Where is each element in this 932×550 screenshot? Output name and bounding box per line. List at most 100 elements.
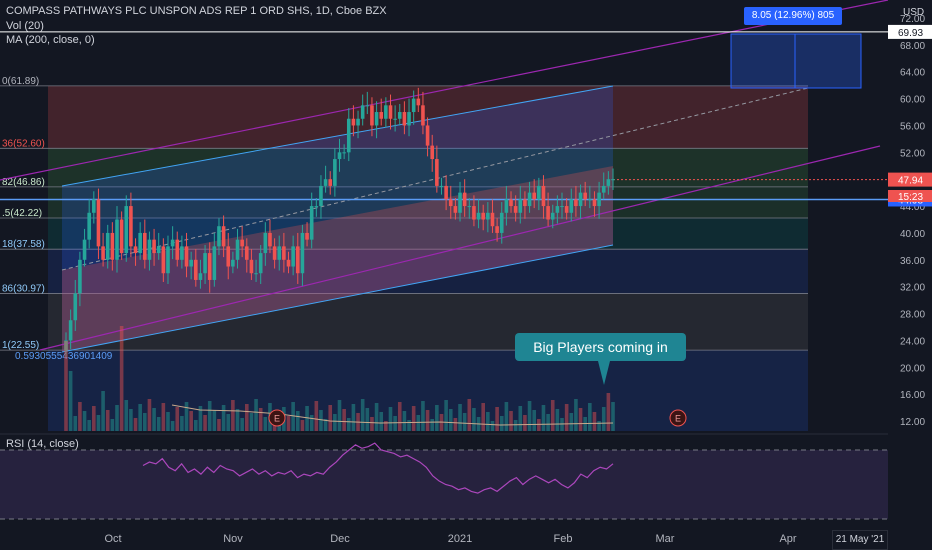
volume-bar xyxy=(221,405,226,431)
volume-bar xyxy=(319,410,323,431)
volume-bar xyxy=(92,406,96,431)
volume-bar xyxy=(458,404,462,431)
volume-bar xyxy=(64,341,68,431)
rsi-band xyxy=(0,450,888,519)
volume-bar xyxy=(323,419,328,431)
candle-body xyxy=(272,246,277,260)
volume-bar xyxy=(346,418,351,431)
earnings-marker xyxy=(268,409,286,427)
price-axis-tick: 64.00 xyxy=(900,68,925,79)
candle-body xyxy=(115,219,119,260)
candle-body xyxy=(92,199,96,213)
price-range-measure-label: 8.05 (12.96%) 805 xyxy=(744,7,842,25)
candle-body xyxy=(328,179,333,186)
candle-body xyxy=(430,145,435,160)
price-axis-tick: 44.00 xyxy=(900,202,925,213)
volume-bar xyxy=(490,421,495,431)
candle-body xyxy=(170,239,175,247)
volume-bar xyxy=(203,415,207,431)
volume-bar xyxy=(425,410,430,431)
candle-body xyxy=(550,212,555,220)
volume-bar xyxy=(193,420,198,431)
candle-body xyxy=(444,185,448,200)
candle-body xyxy=(221,226,226,247)
volume-bar xyxy=(393,416,397,431)
candle-body xyxy=(453,206,458,213)
candle-body xyxy=(152,239,156,254)
volume-bar xyxy=(435,405,439,431)
candle-body xyxy=(356,118,360,126)
volume-bar xyxy=(217,419,221,431)
price-axis-tick: 52.00 xyxy=(900,148,925,159)
price-axis-tick: 36.00 xyxy=(900,256,925,267)
candle-body xyxy=(435,159,439,186)
candle-body xyxy=(421,105,425,126)
volume-bar xyxy=(342,409,346,431)
volume-bar xyxy=(78,402,82,431)
candle-body xyxy=(499,212,504,233)
rsi-indicator-label[interactable]: RSI (14, close) xyxy=(6,438,79,450)
currency-label[interactable]: USD xyxy=(903,7,925,18)
candle-body xyxy=(541,185,546,207)
volume-bar xyxy=(226,414,231,431)
volume-bar xyxy=(147,399,152,431)
volume-bar xyxy=(546,414,550,431)
fib-level-label: 18(37.58) xyxy=(2,239,45,250)
volume-bar xyxy=(138,404,142,431)
candle-body xyxy=(235,239,240,260)
volume-bar xyxy=(212,410,217,431)
time-axis-tick: Nov xyxy=(223,533,243,545)
candle-body xyxy=(249,259,254,274)
big-players-callout[interactable]: Big Players coming in xyxy=(515,333,686,361)
volume-bar xyxy=(486,412,490,431)
candle-body xyxy=(486,212,490,220)
price-axis-tick: 16.00 xyxy=(900,390,925,401)
candle-body xyxy=(523,199,527,207)
volume-bar xyxy=(513,420,518,431)
volume-bar xyxy=(254,399,258,431)
pitchfork-lower-line xyxy=(39,145,881,351)
volume-bar xyxy=(263,417,268,431)
candle-body xyxy=(588,199,592,201)
candle-body xyxy=(411,98,416,113)
candle-body xyxy=(138,232,142,254)
candle-body xyxy=(342,152,346,154)
volume-bar xyxy=(564,404,569,431)
price-axis-tick: 60.00 xyxy=(900,95,925,106)
candle-body xyxy=(379,112,384,119)
price-axis xyxy=(888,0,932,530)
volume-bar xyxy=(592,412,597,431)
pitchfork-upper-line xyxy=(0,0,889,181)
volume-bar xyxy=(578,408,583,431)
candle-body xyxy=(68,320,73,341)
volume-bar xyxy=(133,418,138,431)
candle-body xyxy=(105,232,110,260)
candle-body xyxy=(277,246,282,260)
price-axis-tick: 68.00 xyxy=(900,41,925,52)
volume-bar xyxy=(560,418,564,431)
candle-body xyxy=(472,206,476,220)
volume-indicator-label[interactable]: Vol (20) xyxy=(6,20,44,32)
candle-body xyxy=(226,246,231,267)
volume-bar xyxy=(527,401,532,431)
candle-body xyxy=(527,192,532,207)
channel-lower-line xyxy=(61,244,614,353)
volume-bar xyxy=(402,411,407,431)
ma-indicator-label[interactable]: MA (200, close, 0) xyxy=(6,34,95,46)
fib-level-label: 0(61.89) xyxy=(2,76,39,87)
fib-level-label: .5(42.22) xyxy=(2,208,42,219)
volume-bar xyxy=(170,421,175,431)
time-axis-tick: Dec xyxy=(330,533,350,545)
volume-bar xyxy=(314,401,319,431)
price-tag xyxy=(888,24,932,39)
candle-body xyxy=(82,239,87,260)
volume-bar xyxy=(291,402,295,431)
candle-body xyxy=(578,192,583,207)
symbol-title: COMPASS PATHWAYS PLC UNSPON ADS REP 1 OR… xyxy=(6,5,387,17)
candle-body xyxy=(254,273,258,275)
earnings-marker xyxy=(669,409,687,427)
volume-bar xyxy=(384,421,388,431)
candle-body xyxy=(300,232,305,274)
